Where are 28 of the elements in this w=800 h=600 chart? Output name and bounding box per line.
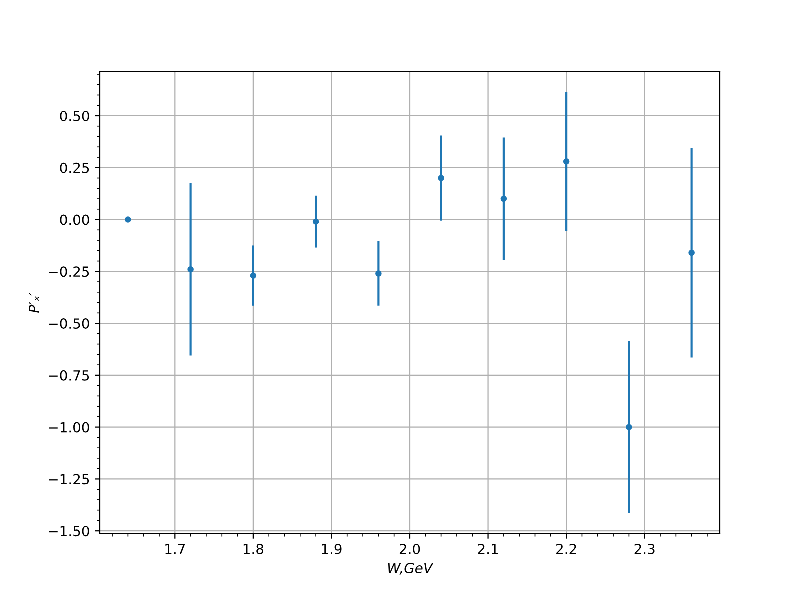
y-tick-label: −0.75: [49, 370, 90, 381]
point: [500, 196, 508, 202]
point: [125, 216, 132, 223]
point: [626, 424, 632, 430]
x-tick-label: 2.0: [400, 544, 420, 554]
point: [188, 266, 194, 273]
y-tick-label: −1.25: [49, 474, 90, 485]
y-tick-label: 0.00: [60, 214, 90, 226]
point: [563, 158, 570, 165]
x-axis-title: W,GeV: [388, 562, 434, 575]
y-axis-title: P′ₓ′: [29, 292, 40, 314]
x-tick-label: 2.2: [556, 544, 576, 554]
x-tick-label: 1.7: [166, 544, 186, 554]
y-tick-label: 0.25: [60, 162, 90, 174]
x-tick-label: 1.9: [322, 544, 342, 554]
point: [250, 272, 257, 279]
point: [376, 270, 382, 277]
y-tick-label: −0.25: [49, 266, 90, 278]
y-tick-label: −1.50: [49, 526, 90, 537]
y-tick-label: 0.50: [60, 110, 90, 122]
x-tick-label: 2.1: [478, 544, 498, 554]
y-tick-label: −0.50: [49, 318, 90, 330]
point: [312, 218, 320, 225]
point: [688, 250, 695, 256]
x-tick-label: 2.3: [634, 544, 655, 554]
x-tick-label: 1.8: [244, 544, 264, 554]
point: [438, 175, 444, 182]
y-tick-label: −1.00: [49, 422, 90, 433]
